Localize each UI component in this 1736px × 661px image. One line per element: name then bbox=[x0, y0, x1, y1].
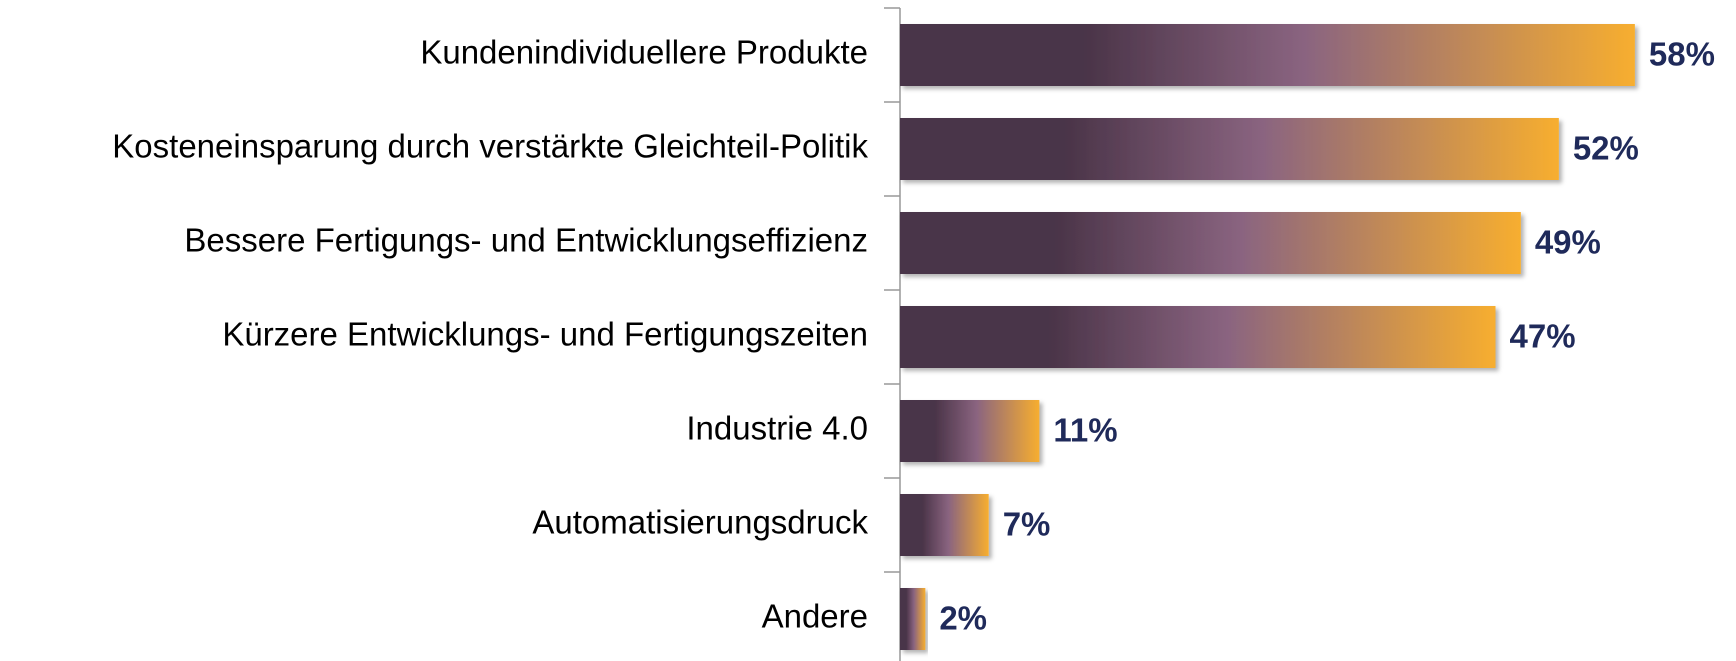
value-label: 58% bbox=[1649, 36, 1715, 73]
bar bbox=[900, 400, 1040, 462]
value-label: 49% bbox=[1535, 224, 1601, 261]
category-label: Bessere Fertigungs- und Entwicklungseffi… bbox=[184, 222, 868, 259]
value-label: 2% bbox=[939, 600, 987, 637]
category-label: Andere bbox=[762, 598, 868, 635]
bar bbox=[900, 212, 1521, 274]
bar bbox=[900, 306, 1496, 368]
category-label: Kundenindividuellere Produkte bbox=[420, 34, 868, 71]
category-label: Industrie 4.0 bbox=[686, 410, 868, 447]
category-label: Kosteneinsparung durch verstärkte Gleich… bbox=[112, 128, 868, 165]
bar bbox=[900, 24, 1635, 86]
bar bbox=[900, 588, 926, 650]
value-label: 11% bbox=[1053, 412, 1117, 449]
value-label: 52% bbox=[1573, 130, 1639, 167]
value-label: 7% bbox=[1003, 506, 1051, 543]
category-label: Kürzere Entwicklungs- und Fertigungszeit… bbox=[222, 316, 868, 353]
bar bbox=[900, 494, 989, 556]
category-label: Automatisierungsdruck bbox=[532, 504, 868, 541]
bar bbox=[900, 118, 1559, 180]
value-label: 47% bbox=[1509, 318, 1575, 355]
